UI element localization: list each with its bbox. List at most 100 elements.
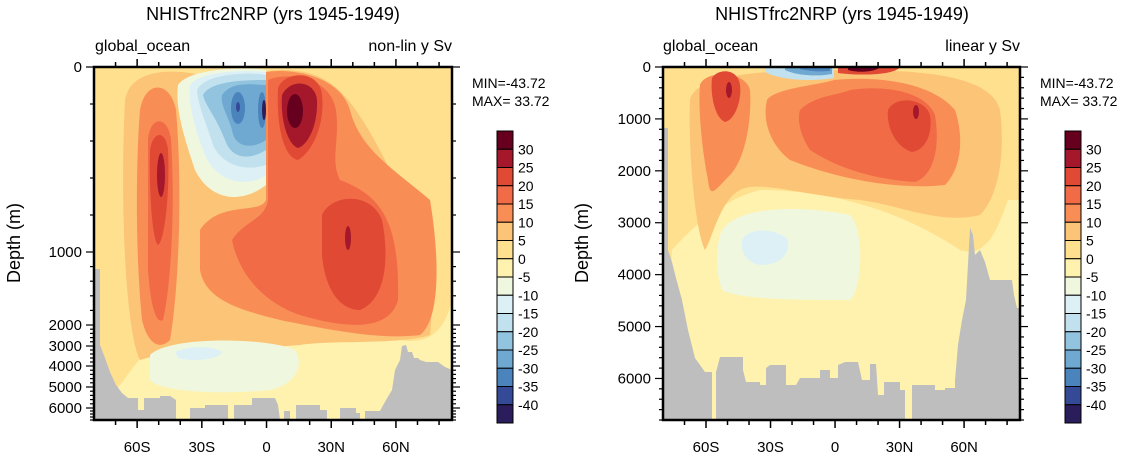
colorbar-box	[496, 258, 514, 278]
colorbar-box	[1064, 148, 1082, 168]
x-tick-label: 30S	[757, 439, 784, 456]
contour-fill-25-30-central-core	[913, 105, 919, 119]
colorbar-box	[496, 367, 514, 387]
y-tick-label: 3000	[618, 215, 651, 232]
x-tick-label: 60S	[124, 439, 151, 456]
colorbar-label: 20	[1086, 178, 1102, 194]
colorbar-label: -40	[1086, 397, 1106, 413]
contour-fill-25-30-west	[726, 82, 732, 98]
contour-fill-neg15-neg10	[741, 230, 789, 265]
contour-fill-25-30-west	[157, 153, 165, 197]
left-min-label: MIN=-43.72	[472, 75, 546, 91]
y-tick-label: 0	[74, 59, 82, 76]
contour-fill-20-25-central	[322, 198, 386, 310]
colorbar-label: -25	[518, 342, 538, 358]
right-contour-field	[663, 67, 1020, 420]
x-tick-label: 60N	[950, 439, 978, 456]
colorbar-box	[496, 276, 514, 296]
x-tick-label: 0	[262, 439, 270, 456]
colorbar-box	[1064, 386, 1082, 406]
colorbar-label: -15	[1086, 306, 1106, 322]
right-right-string: linear y Sv	[945, 38, 1020, 55]
x-tick-label: 0	[831, 439, 839, 456]
colorbar-label: 30	[1086, 141, 1102, 157]
colorbar-box	[1064, 276, 1082, 296]
colorbar-label: -30	[1086, 360, 1106, 376]
colorbar-label: 5	[1086, 233, 1094, 249]
left-plot-frame	[92, 65, 454, 422]
colorbar-box	[1064, 331, 1082, 351]
colorbar-box	[1064, 130, 1082, 150]
left-panel: NHISTfrc2NRP (yrs 1945-1949) global_ocea…	[4, 4, 550, 456]
left-max-label: MAX= 33.72	[472, 93, 550, 109]
colorbar-label: -40	[518, 397, 538, 413]
colorbar-box	[1064, 313, 1082, 333]
colorbar-box	[496, 221, 514, 241]
colorbar-label: -10	[1086, 287, 1106, 303]
contour-fill-neg45-core-b	[262, 100, 266, 120]
right-colorbar: 30 25 20 15 10 5 0 -5 -10 -15 -20 -25 -30 -35 -40	[1064, 130, 1106, 424]
contour-fill-25-30-central-core	[345, 226, 351, 250]
contour-fill-neg15-neg10-deep	[175, 347, 222, 360]
x-tick-label: 30N	[317, 439, 345, 456]
colorbar-box	[1064, 258, 1082, 278]
contour-fill-20-25-west	[711, 71, 741, 122]
colorbar-label: 30	[518, 141, 534, 157]
colorbar-label: 20	[518, 178, 534, 194]
colorbar-label: -20	[518, 324, 538, 340]
colorbar-box	[496, 185, 514, 205]
left-ylabel: Depth (m)	[4, 203, 24, 283]
y-tick-label: 3000	[49, 338, 82, 355]
colorbar-label: -35	[1086, 379, 1106, 395]
colorbar-label: -5	[1086, 269, 1099, 285]
x-tick-label: 30S	[188, 439, 215, 456]
colorbar-box	[496, 240, 514, 260]
y-tick-label: 2000	[618, 163, 651, 180]
land-mask	[94, 269, 452, 420]
y-tick-label: 2000	[49, 317, 82, 334]
contour-fill-20-25-central	[887, 100, 931, 152]
y-tick-label: 4000	[49, 358, 82, 375]
colorbar-box	[1064, 349, 1082, 369]
colorbar-box	[1064, 240, 1082, 260]
colorbar-label: -15	[518, 306, 538, 322]
colorbar-label: 15	[518, 196, 534, 212]
colorbar-box	[1064, 167, 1082, 187]
right-left-string: global_ocean	[663, 38, 758, 55]
contour-fill-neg40-core-a	[236, 102, 240, 112]
left-left-string: global_ocean	[95, 38, 190, 55]
colorbar-label: -10	[518, 287, 538, 303]
colorbar-box	[1064, 294, 1082, 314]
y-tick-label: 4000	[618, 267, 651, 284]
x-tick-label: 60S	[693, 439, 720, 456]
x-tick-label: 60N	[382, 439, 410, 456]
colorbar-label: -30	[518, 360, 538, 376]
right-min-label: MIN=-43.72	[1040, 75, 1114, 91]
colorbar-label: 25	[518, 160, 534, 176]
colorbar-box	[1064, 185, 1082, 205]
colorbar-box	[496, 386, 514, 406]
colorbar-box	[1064, 221, 1082, 241]
colorbar-label: -25	[1086, 342, 1106, 358]
colorbar-box	[496, 167, 514, 187]
colorbar-box	[496, 148, 514, 168]
colorbar-label: 10	[1086, 214, 1102, 230]
right-panel: NHISTfrc2NRP (yrs 1945-1949) global_ocea…	[572, 4, 1118, 456]
colorbar-label: -5	[518, 269, 531, 285]
left-right-string: non-lin y Sv	[368, 38, 452, 55]
y-tick-label: 6000	[49, 400, 82, 417]
contour-fill-neg10-neg5	[716, 209, 861, 300]
colorbar-label: 0	[518, 251, 526, 267]
left-axes: 60S 30S 0 30N 60N 0 1000 2000 3000 4000 5000 6000	[49, 59, 460, 456]
colorbar-label: -20	[1086, 324, 1106, 340]
colorbar-box	[496, 349, 514, 369]
colorbar-box	[496, 203, 514, 223]
y-tick-label: 1000	[618, 111, 651, 128]
colorbar-box	[1064, 404, 1082, 424]
colorbar-label: -35	[518, 379, 538, 395]
y-tick-label: 6000	[618, 370, 651, 387]
colorbar-box	[496, 294, 514, 314]
colorbar-box	[1064, 367, 1082, 387]
right-ylabel: Depth (m)	[572, 203, 592, 283]
right-max-label: MAX= 33.72	[1040, 93, 1118, 109]
